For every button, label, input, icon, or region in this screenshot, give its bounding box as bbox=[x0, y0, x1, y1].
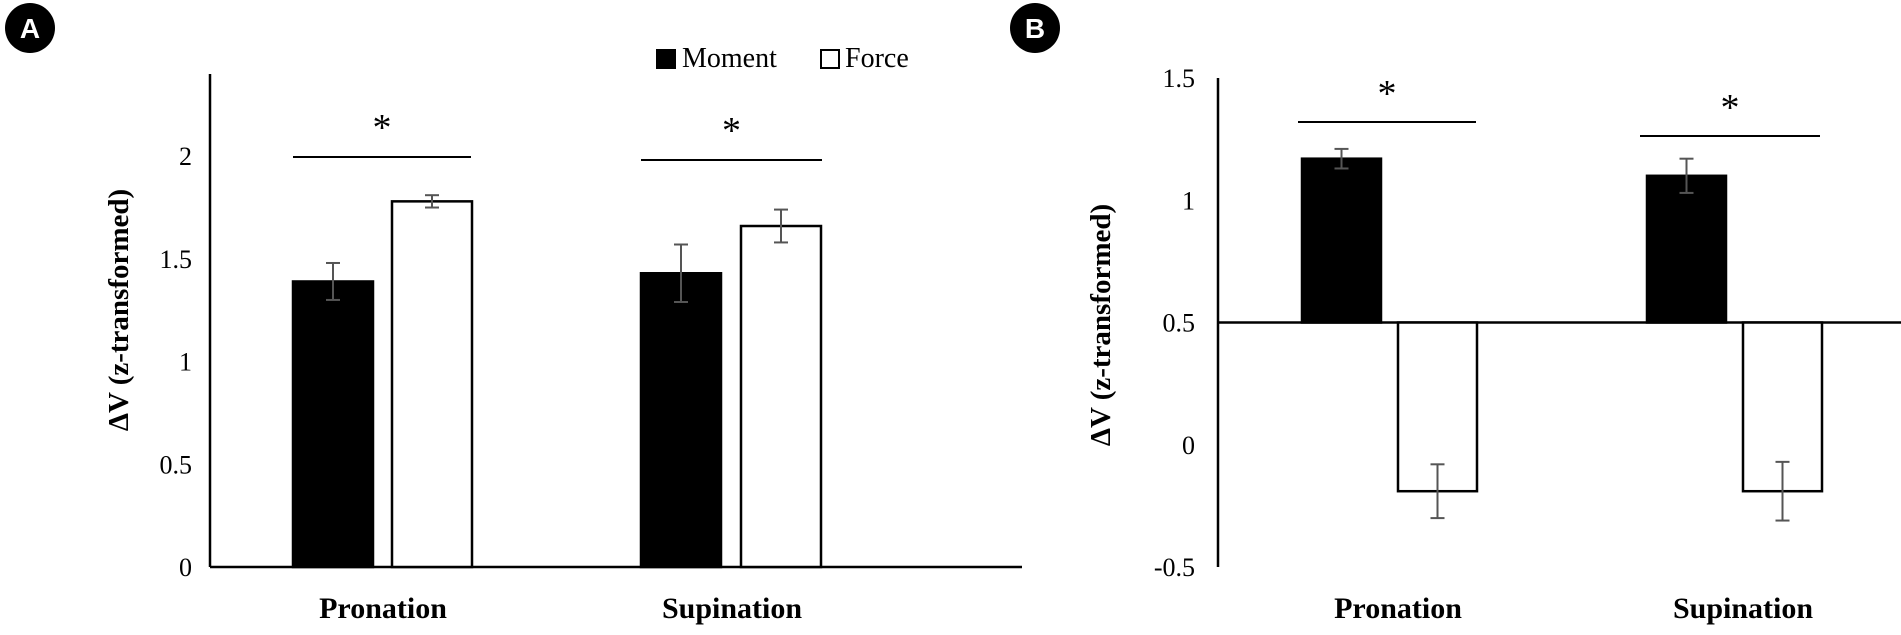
panel-b-badge bbox=[1010, 3, 1060, 53]
y-tick-label: -0.5 bbox=[1154, 553, 1195, 582]
y-tick-label: 1.5 bbox=[1163, 64, 1196, 93]
panel-b-category-labels: Pronation Supination bbox=[1334, 592, 1813, 625]
bar-moment-pronation bbox=[1300, 157, 1383, 324]
y-tick-label: 0.5 bbox=[1163, 309, 1196, 338]
legend-swatch-force bbox=[820, 49, 840, 69]
y-tick-label: 1 bbox=[1182, 186, 1195, 215]
bar-moment-pronation bbox=[291, 280, 375, 569]
y-tick-label: 0.5 bbox=[160, 450, 193, 479]
significance-marker-supination: * bbox=[722, 110, 741, 152]
panel-a-badge bbox=[5, 3, 55, 53]
category-label-pronation: Pronation bbox=[319, 592, 447, 625]
bar-moment-supination bbox=[1645, 174, 1728, 324]
significance-marker-pronation: * bbox=[373, 107, 392, 149]
panel-a-tick-labels: 0 0.5 1 1.5 2 bbox=[160, 142, 193, 582]
category-label-pronation: Pronation bbox=[1334, 592, 1462, 625]
panel-a-significance: * * bbox=[293, 107, 822, 161]
y-tick-label: 1 bbox=[179, 348, 192, 377]
bar-force-pronation bbox=[390, 200, 474, 569]
panel-a-letter: A bbox=[20, 13, 40, 44]
panel-a: A ΔV (z-transformed) 0 0.5 1 1.5 2 Pronation… bbox=[5, 3, 1022, 625]
panel-b-tick-labels: -0.5 0 0.5 1 1.5 bbox=[1154, 64, 1195, 582]
panel-b-letter: B bbox=[1025, 13, 1045, 44]
y-tick-label: 0 bbox=[179, 553, 192, 582]
bar-moment-supination bbox=[639, 272, 723, 569]
panel-a-category-labels: Pronation Supination bbox=[319, 592, 802, 625]
panel-b-significance: * * bbox=[1298, 73, 1820, 137]
bar-force-pronation bbox=[1396, 321, 1479, 493]
legend-label-force: Force bbox=[845, 43, 909, 74]
y-tick-label: 2 bbox=[179, 142, 192, 171]
y-tick-label: 1.5 bbox=[160, 245, 193, 274]
panel-b: B ΔV (z-transformed) -0.5 0 0.5 1 1.5 Pronat… bbox=[1010, 3, 1901, 625]
bar-force-supination bbox=[739, 224, 823, 569]
legend-label-moment: Moment bbox=[682, 43, 777, 74]
panel-b-bars bbox=[1300, 147, 1824, 522]
panel-a-y-axis-label: ΔV (z-transformed) bbox=[103, 189, 135, 431]
panel-a-bars bbox=[291, 194, 823, 569]
category-label-supination: Supination bbox=[1673, 592, 1813, 625]
legend: Moment Force bbox=[656, 43, 909, 74]
significance-marker-supination: * bbox=[1721, 87, 1740, 129]
legend-swatch-moment bbox=[656, 49, 676, 69]
significance-marker-pronation: * bbox=[1378, 73, 1397, 115]
category-label-supination: Supination bbox=[662, 592, 802, 625]
y-tick-label: 0 bbox=[1182, 431, 1195, 460]
panel-b-y-axis-label: ΔV (z-transformed) bbox=[1085, 204, 1117, 446]
